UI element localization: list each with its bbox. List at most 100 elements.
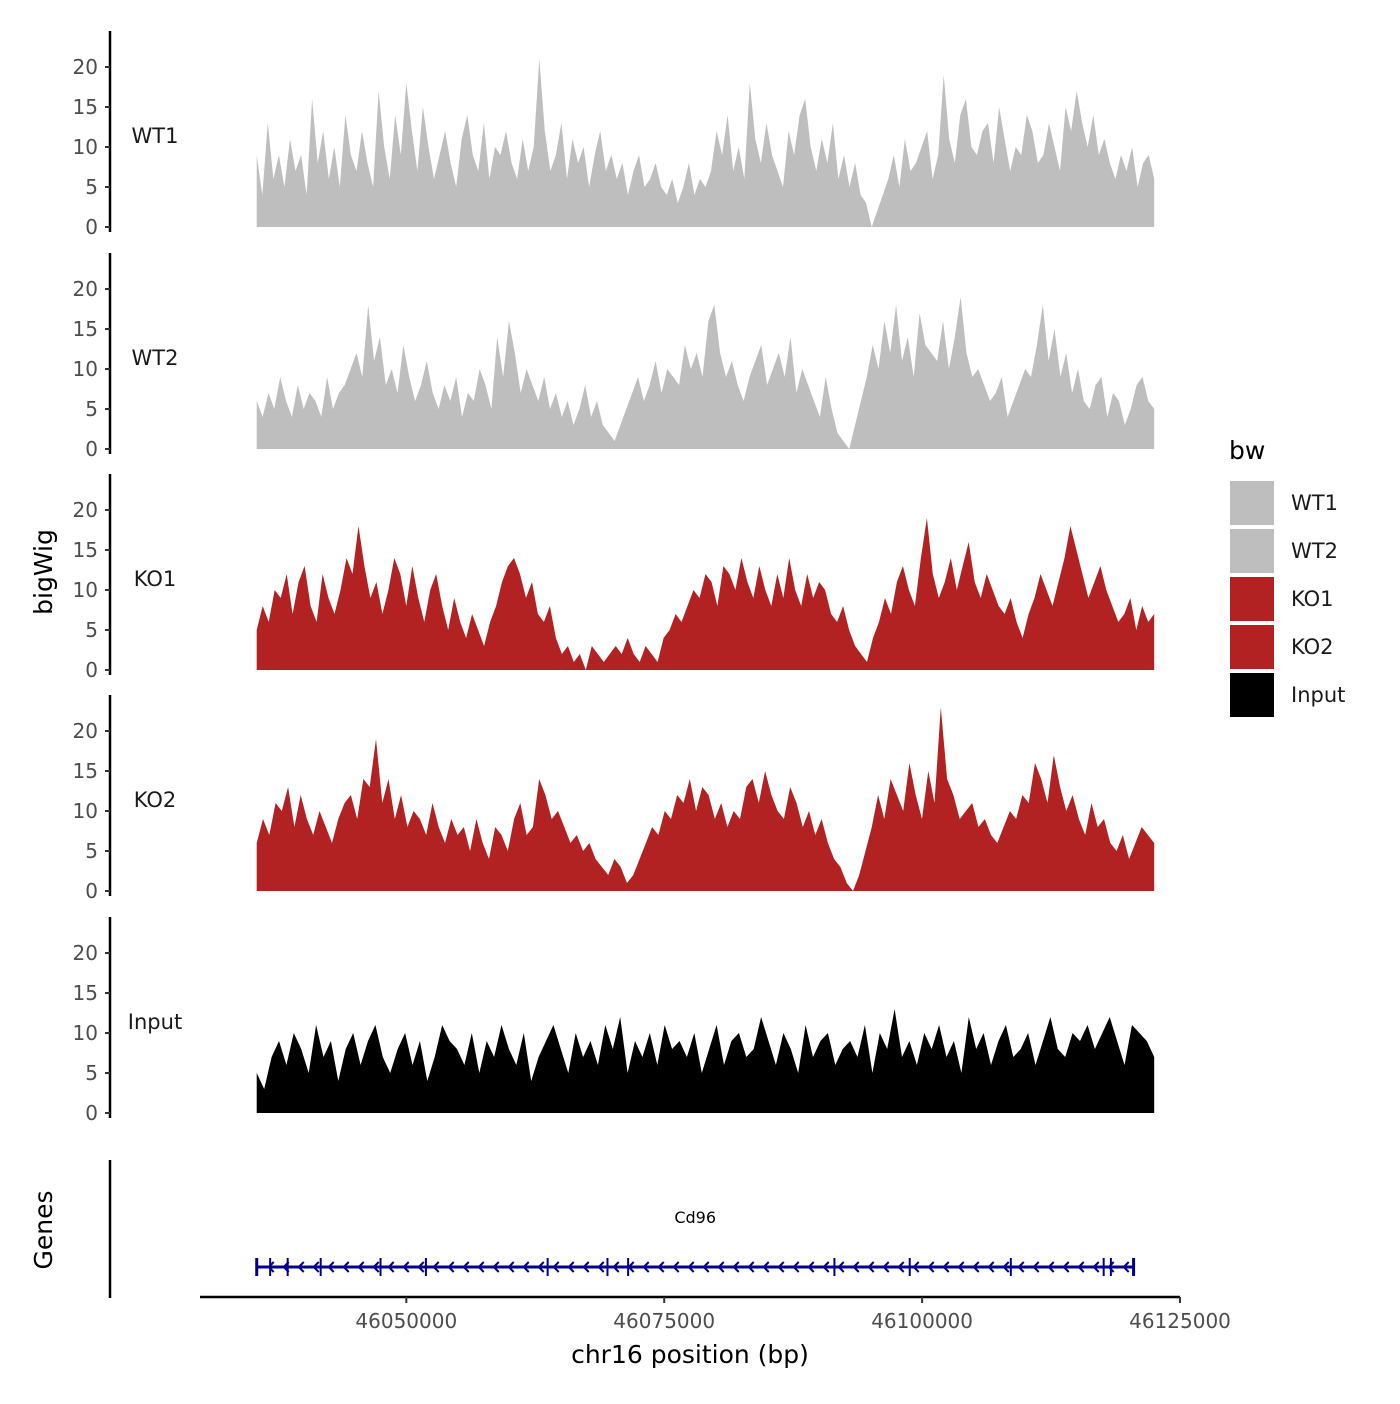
strand-arrow-icon [402,1261,410,1273]
x-axis: 46050000 46075000 46100000 46125000 [200,1295,1231,1333]
strand-arrow-icon [1092,1261,1100,1273]
strand-arrow-icon [897,1261,905,1273]
legend-label: WT1 [1291,491,1338,515]
strand-arrow-icon [912,1261,920,1273]
y-tick-label: 15 [73,759,98,783]
strand-arrow-icon [702,1261,710,1273]
strand-arrow-icon [687,1261,695,1273]
strand-arrow-icon [717,1261,725,1273]
x-axis-title: chr16 position (bp) [571,1340,809,1369]
y-axis-ko1: 0 5 10 15 20 [73,474,112,682]
legend-item-ko1: KO1 [1230,577,1334,621]
legend-item-input: Input [1230,673,1345,717]
signal-area-ko2 [256,707,1155,891]
y-axis-title: bigWig [29,529,58,615]
legend-swatch [1230,673,1274,717]
y-axis-input: 0 5 10 15 20 [73,917,112,1125]
strand-arrow-icon [807,1261,815,1273]
signal-area-ko1 [256,518,1155,670]
strand-arrow-icon [552,1261,560,1273]
genes-track-title: Genes [29,1190,58,1269]
y-tick-label: 5 [85,1061,98,1085]
strand-arrow-icon [822,1261,830,1273]
x-tick-label: 46050000 [355,1309,457,1333]
y-tick-label: 5 [85,618,98,642]
y-tick-label: 10 [73,135,98,159]
y-tick-label: 15 [73,981,98,1005]
track-label-wt1: WT1 [132,124,179,148]
y-tick-label: 0 [85,658,98,682]
strand-arrow-icon [777,1261,785,1273]
strand-arrow-icon [867,1261,875,1273]
strand-arrow-icon [327,1261,335,1273]
strand-arrow-icon [597,1261,605,1273]
x-tick-label: 46075000 [613,1309,715,1333]
legend-label: KO1 [1291,587,1334,611]
y-axis-wt2: 0 5 10 15 20 [73,253,112,461]
legend-swatch [1230,529,1274,573]
legend-label: KO2 [1291,635,1334,659]
strand-arrow-icon [432,1261,440,1273]
legend-swatch [1230,577,1274,621]
strand-arrow-icon [1077,1261,1085,1273]
strand-arrow-icon [672,1261,680,1273]
strand-arrow-icon [1047,1261,1055,1273]
y-tick-label: 5 [85,175,98,199]
y-tick-label: 20 [73,719,98,743]
y-tick-label: 20 [73,55,98,79]
strand-arrow-icon [462,1261,470,1273]
y-tick-label: 5 [85,397,98,421]
strand-arrow-icon [1002,1261,1010,1273]
strand-arrow-icon [297,1261,305,1273]
y-axis-wt1: 0 5 10 15 20 [73,31,112,239]
track-wt1: WT1 [132,59,1155,227]
x-tick-label: 46125000 [1129,1309,1231,1333]
gene-track: Cd96 [108,1160,1136,1298]
track-label-wt2: WT2 [132,346,179,370]
track-ko2: KO2 [134,707,1155,891]
strand-arrow-icon [612,1261,620,1273]
track-label-ko2: KO2 [134,788,177,812]
strand-arrow-icon [537,1261,545,1273]
y-axis-ko2: 0 5 10 15 20 [73,695,112,903]
y-tick-label: 15 [73,317,98,341]
strand-arrow-icon [387,1261,395,1273]
strand-arrow-icon [972,1261,980,1273]
strand-arrow-icon [507,1261,515,1273]
legend-swatch [1230,481,1274,525]
y-tick-label: 0 [85,879,98,903]
y-tick-label: 15 [73,538,98,562]
strand-arrow-icon [1032,1261,1040,1273]
signal-area-wt2 [256,297,1155,449]
strand-arrow-icon [522,1261,530,1273]
strand-arrow-icon [1062,1261,1070,1273]
strand-arrow-icon [732,1261,740,1273]
y-tick-label: 10 [73,578,98,602]
legend-item-ko2: KO2 [1230,625,1334,669]
legend-title: bw [1229,436,1265,465]
legend-item-wt2: WT2 [1230,529,1338,573]
strand-arrow-icon [627,1261,635,1273]
legend-item-wt1: WT1 [1230,481,1338,525]
x-tick-label: 46100000 [871,1309,973,1333]
strand-arrow-icon [357,1261,365,1273]
strand-arrow-icon [642,1261,650,1273]
strand-arrow-icon [957,1261,965,1273]
track-label-ko1: KO1 [134,567,177,591]
y-tick-label: 10 [73,1021,98,1045]
strand-arrow-icon [567,1261,575,1273]
y-tick-label: 0 [85,1101,98,1125]
strand-arrow-icon [447,1261,455,1273]
strand-arrow-icon [747,1261,755,1273]
legend-label: WT2 [1291,539,1338,563]
strand-arrow-icon [657,1261,665,1273]
y-tick-label: 10 [73,357,98,381]
signal-area-wt1 [256,59,1155,227]
track-input: Input [128,1009,1155,1113]
y-tick-label: 10 [73,799,98,823]
signal-area-input [256,1009,1155,1113]
strand-arrow-icon [882,1261,890,1273]
gene-name-label: Cd96 [674,1208,716,1227]
y-tick-label: 5 [85,839,98,863]
